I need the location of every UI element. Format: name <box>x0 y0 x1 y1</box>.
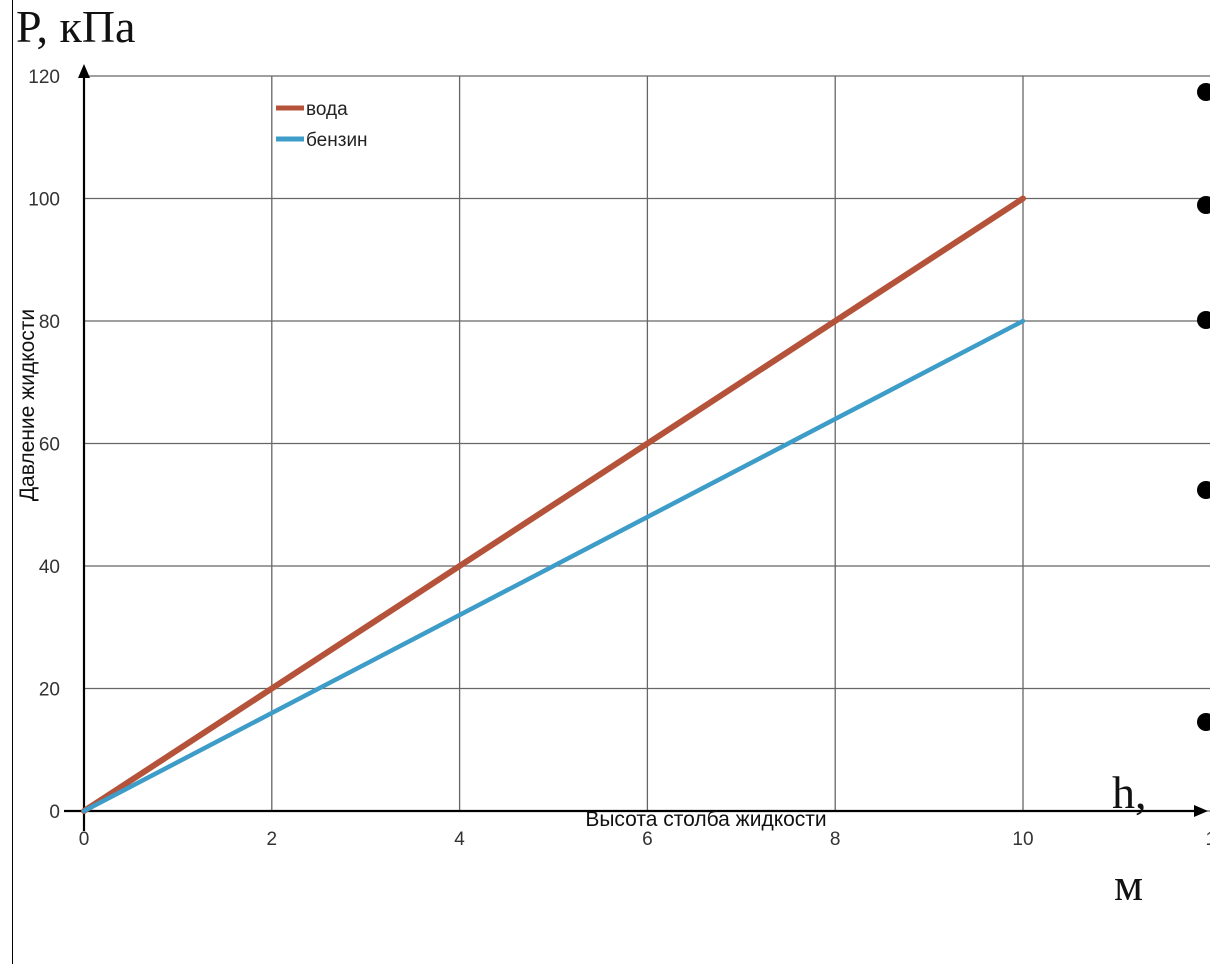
y-tick-label: 40 <box>39 557 60 578</box>
legend-label: вода <box>306 99 348 120</box>
x-tick-label: 8 <box>830 829 841 850</box>
y-axis-title: Давление жидкости <box>16 309 39 501</box>
x-tick-label: 4 <box>454 829 465 850</box>
legend-label: бензин <box>306 130 368 151</box>
x-tick-label: 6 <box>642 829 653 850</box>
y-tick-label: 100 <box>28 190 60 211</box>
y-tick-label: 80 <box>39 312 60 333</box>
chart-axes <box>64 64 1208 831</box>
bullet-dot-icon <box>1197 196 1210 214</box>
y-tick-label: 0 <box>49 802 60 823</box>
chart-legend: вода бензин <box>276 99 368 151</box>
page-left-border <box>12 0 13 964</box>
bullet-dot-icon <box>1197 713 1210 731</box>
x-tick-label: 0 <box>79 829 90 850</box>
y-axis-arrow-icon <box>78 64 90 78</box>
tick-labels: 02468101020406080100120 <box>28 67 1210 850</box>
series-line-1 <box>81 195 1026 814</box>
x-tick-label: 1 <box>1206 829 1210 850</box>
series-line-2 <box>81 318 1026 814</box>
x-tick-label: 2 <box>267 829 278 850</box>
x-tick-label: 10 <box>1012 829 1033 850</box>
bullet-dots <box>1197 83 1210 731</box>
x-unit-label-line2: м <box>1114 859 1143 910</box>
y-tick-label: 120 <box>28 67 60 88</box>
bullet-dot-icon <box>1197 83 1210 101</box>
x-axis-arrow-icon <box>1194 805 1208 817</box>
bullet-dot-icon <box>1197 311 1210 329</box>
x-axis-title: Высота столба жидкости <box>585 808 826 831</box>
bullet-dot-icon <box>1197 481 1210 499</box>
y-tick-label: 20 <box>39 680 60 701</box>
y-unit-label: P, кПа <box>16 1 135 52</box>
y-tick-label: 60 <box>39 435 60 456</box>
x-unit-label-line1: h, <box>1112 767 1147 818</box>
series-lines <box>81 195 1026 814</box>
